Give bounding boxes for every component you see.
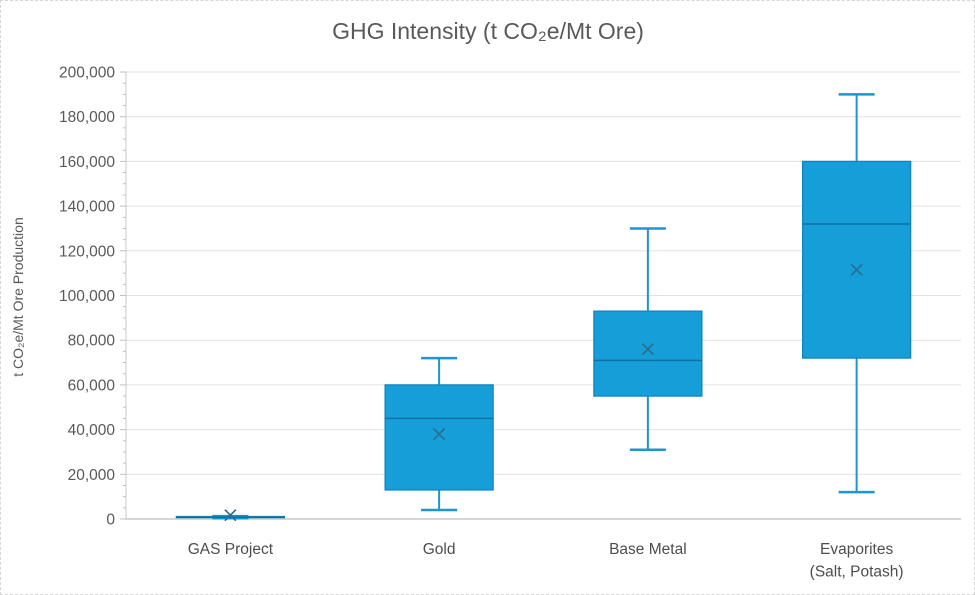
- y-axis-title: t CO₂e/Mt Ore Production: [10, 217, 26, 377]
- y-tick-label: 160,000: [59, 154, 115, 171]
- y-tick-label: 140,000: [59, 199, 115, 216]
- y-tick-label: 200,000: [59, 65, 115, 82]
- x-category-label: GAS Project: [188, 541, 274, 558]
- mean-marker: [850, 263, 863, 276]
- x-category-label: Evaporites: [820, 541, 893, 558]
- x-category-label: (Salt, Potash): [810, 564, 904, 581]
- chart-title: GHG Intensity (t CO₂e/Mt Ore): [332, 18, 644, 44]
- plot-area: 0 20,000 40,000 60,000 80,000 100,000 120,000 1…: [59, 65, 961, 581]
- y-tick-label: 20,000: [68, 467, 116, 484]
- mean-marker: [433, 427, 446, 441]
- y-tick-label: 40,000: [68, 422, 116, 439]
- y-tick-label: 0: [106, 512, 115, 529]
- y-tick-label: 100,000: [59, 288, 115, 305]
- y-tick-label: 180,000: [59, 109, 115, 126]
- y-tick-label: 80,000: [68, 333, 116, 350]
- mean-marker: [224, 509, 237, 522]
- y-tick-label: 60,000: [68, 377, 116, 394]
- box-evaporites-salt-potash: [801, 160, 912, 359]
- y-tick-label: 120,000: [59, 243, 115, 260]
- x-category-label: Gold: [423, 541, 456, 558]
- mean-marker: [641, 343, 654, 356]
- x-category-label: Base Metal: [609, 541, 687, 558]
- box-gold: [384, 384, 494, 491]
- box-base-metal: [593, 310, 703, 397]
